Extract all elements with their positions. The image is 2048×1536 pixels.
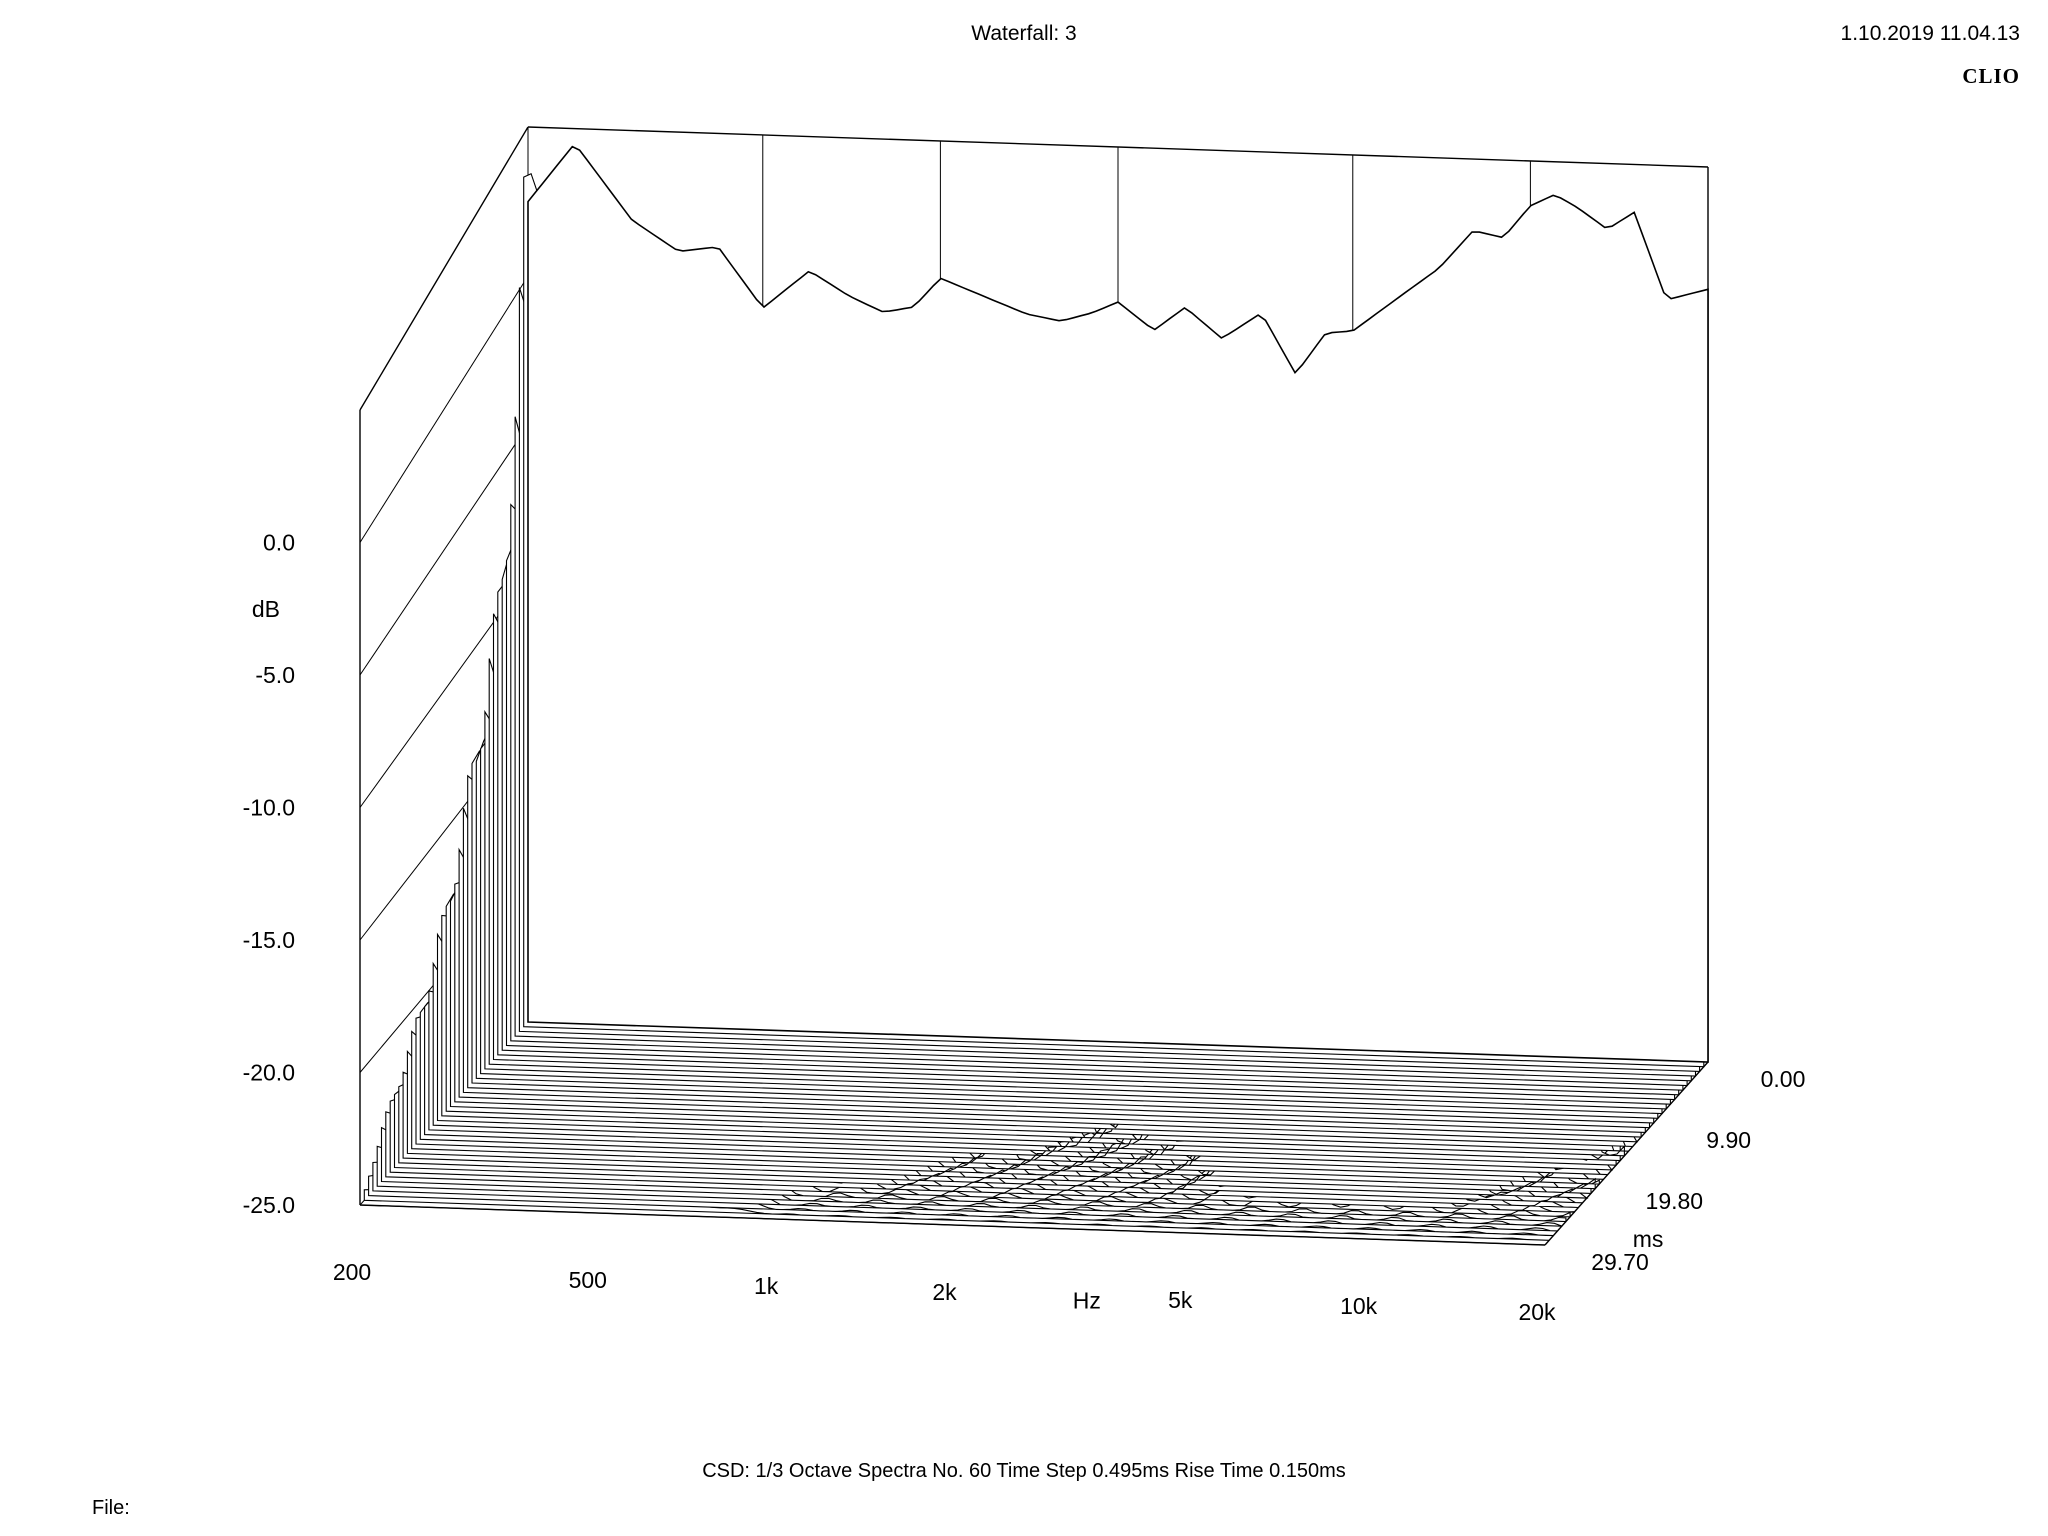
y-tick-label: -25.0 xyxy=(243,1192,295,1218)
y-tick-label: -15.0 xyxy=(243,927,295,953)
x-tick-label: 20k xyxy=(1518,1299,1556,1325)
timestamp: 1.10.2019 11.04.13 xyxy=(1840,22,2020,45)
x-tick-label: 500 xyxy=(569,1267,607,1293)
decay-slice-0 xyxy=(527,145,1709,1063)
decay-slices xyxy=(359,145,1709,1246)
file-label: File: xyxy=(92,1497,130,1519)
grid-line-left xyxy=(359,275,529,543)
z-tick-label: 9.90 xyxy=(1706,1127,1751,1153)
z-tick-label: 29.70 xyxy=(1591,1249,1649,1275)
z-axis-label: ms xyxy=(1633,1226,1664,1252)
y-tick-label: -10.0 xyxy=(243,795,295,821)
grid-line-left xyxy=(359,425,529,676)
x-tick-label: 2k xyxy=(932,1279,957,1305)
decay-slice-39 xyxy=(359,1204,1546,1246)
x-axis-label: Hz xyxy=(1073,1288,1101,1314)
x-tick-label: 10k xyxy=(1340,1293,1378,1319)
x-tick-label: 1k xyxy=(754,1273,779,1299)
measurement-info: CSD: 1/3 Octave Spectra No. 60 Time Step… xyxy=(702,1460,1346,1482)
y-axis-label: dB xyxy=(252,596,280,622)
x-tick-label: 5k xyxy=(1168,1287,1193,1313)
frame-top-left xyxy=(359,126,529,411)
frame-floor-right xyxy=(1544,1061,1709,1246)
z-tick-label: 0.00 xyxy=(1761,1066,1806,1092)
z-tick-label: 19.80 xyxy=(1646,1188,1704,1214)
chart-title: Waterfall: 3 xyxy=(971,22,1077,45)
y-tick-label: -5.0 xyxy=(255,662,295,688)
y-tick-label: -20.0 xyxy=(243,1060,295,1086)
x-tick-label: 200 xyxy=(333,1259,371,1285)
axis-labels: 200 500 1k 2k 5k 10k 20k Hz 0.0 -5.0 -10.0 -15.0 -20… xyxy=(243,530,1806,1326)
y-tick-label: 0.0 xyxy=(263,530,295,556)
brand-logo: CLIO xyxy=(1962,64,2020,88)
